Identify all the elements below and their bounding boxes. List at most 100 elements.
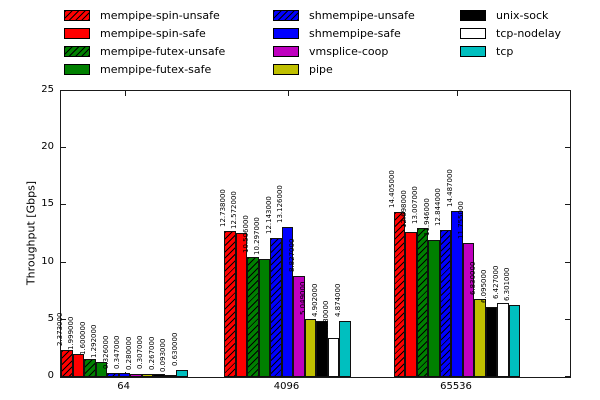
legend-swatch-mempipe-spin-safe bbox=[64, 28, 90, 39]
bar-value-label: 1.292000 bbox=[90, 324, 99, 359]
legend-label-pipe: pipe bbox=[309, 63, 333, 76]
legend-label-mempipe-spin-unsafe: mempipe-spin-unsafe bbox=[100, 9, 220, 22]
bar-mempipe-futex-safe-64 bbox=[95, 362, 108, 377]
bar-value-label: 4.902000 bbox=[310, 283, 319, 317]
y-tick-label: 15 bbox=[41, 198, 54, 210]
bar-tcp-4096 bbox=[339, 321, 351, 377]
bar-value-label: 4.874000 bbox=[333, 283, 342, 318]
bar-value-label: 0.630000 bbox=[170, 332, 179, 366]
bar-value-label: 6.830000 bbox=[468, 261, 477, 295]
bar-unix-sock-64 bbox=[153, 373, 165, 377]
legend-label-tcp: tcp bbox=[496, 45, 514, 58]
bar-value-label: 12.738000 bbox=[218, 189, 227, 228]
y-tick-label: 20 bbox=[41, 141, 54, 153]
bar-value-label: 11.755000 bbox=[457, 200, 465, 239]
y-tick bbox=[61, 261, 66, 263]
bar-pipe-4096 bbox=[304, 319, 317, 377]
bar-value-label: 1.999000 bbox=[67, 316, 76, 351]
bar-vmsplice-coop-64 bbox=[130, 373, 142, 377]
x-tick-label-64: 64 bbox=[117, 381, 130, 392]
bar-unix-sock-4096 bbox=[316, 320, 328, 377]
bar-value-label: 12.844000 bbox=[434, 188, 442, 227]
bar-value-label: 2.373000 bbox=[55, 312, 64, 346]
legend-swatch-vmsplice-coop bbox=[273, 46, 299, 57]
bar-value-label: 6.427000 bbox=[491, 266, 500, 300]
legend-swatch-tcp-nodelay bbox=[460, 28, 486, 39]
legend-swatch-mempipe-futex-unsafe bbox=[64, 46, 90, 57]
bar-value-label: 14.487000 bbox=[445, 169, 454, 208]
legend-swatch-shmempipe-unsafe bbox=[273, 10, 299, 21]
x-tick-label-65536: 65536 bbox=[440, 381, 472, 392]
y-tick bbox=[61, 318, 66, 320]
bar-value-label: 11.946000 bbox=[422, 198, 431, 237]
y-tick bbox=[565, 204, 570, 206]
y-tick bbox=[565, 318, 570, 320]
bar-tcp-nodelay-64 bbox=[164, 375, 177, 377]
bar-mempipe-spin-safe-4096 bbox=[235, 233, 248, 377]
bar-tcp-nodelay-65536 bbox=[497, 303, 509, 377]
bar-value-label: 12.572000 bbox=[230, 191, 238, 230]
legend-swatch-tcp bbox=[460, 46, 486, 57]
legend-swatch-mempipe-spin-unsafe bbox=[64, 10, 90, 21]
legend-label-unix-sock: unix-sock bbox=[496, 9, 549, 22]
bar-value-label: 5.049000 bbox=[299, 281, 307, 316]
x-tick-label-4096: 4096 bbox=[273, 381, 300, 392]
bar-unix-sock-65536 bbox=[485, 307, 498, 377]
bar-value-label: 13.007000 bbox=[411, 186, 419, 225]
bar-value-label: 6.301000 bbox=[503, 267, 511, 301]
legend-swatch-unix-sock bbox=[460, 10, 486, 21]
y-tick bbox=[61, 90, 66, 91]
bar-value-label: 12.143000 bbox=[264, 196, 273, 235]
y-tick-label: 5 bbox=[47, 312, 54, 324]
y-tick bbox=[61, 204, 66, 206]
legend-label-vmsplice-coop: vmsplice-coop bbox=[309, 45, 389, 58]
legend-label-mempipe-spin-safe: mempipe-spin-safe bbox=[100, 27, 206, 40]
bar-mempipe-spin-safe-65536 bbox=[405, 231, 417, 377]
bar-value-label: 0.307000 bbox=[136, 336, 145, 370]
bar-mempipe-spin-unsafe-4096 bbox=[224, 231, 236, 377]
bar-value-label: 0.347000 bbox=[113, 335, 122, 370]
x-tick bbox=[124, 91, 126, 96]
bar-mempipe-futex-unsafe-65536 bbox=[416, 228, 429, 377]
bar-tcp-nodelay-4096 bbox=[327, 338, 340, 377]
y-axis-label: Throughput [Gbps] bbox=[24, 180, 38, 286]
bar-value-label: 0.326000 bbox=[101, 335, 110, 370]
bar-mempipe-futex-unsafe-64 bbox=[84, 358, 96, 377]
bar-value-label: 12.698000 bbox=[399, 189, 408, 228]
bar-value-label: 10.506000 bbox=[241, 214, 250, 253]
bar-value-label: 14.405000 bbox=[388, 170, 396, 209]
bar-shmempipe-safe-65536 bbox=[451, 211, 463, 377]
bar-pipe-65536 bbox=[474, 298, 486, 377]
bar-shmempipe-safe-4096 bbox=[281, 226, 294, 377]
bar-value-label: 6.095000 bbox=[480, 269, 488, 304]
bar-shmempipe-unsafe-4096 bbox=[270, 238, 282, 377]
x-tick bbox=[287, 91, 289, 96]
bar-pipe-64 bbox=[141, 373, 154, 377]
bar-vmsplice-coop-65536 bbox=[462, 242, 475, 377]
bar-mempipe-spin-safe-64 bbox=[72, 354, 85, 377]
y-tick bbox=[565, 376, 570, 377]
bar-value-label: 13.126000 bbox=[276, 184, 284, 223]
y-tick bbox=[61, 147, 66, 149]
bar-tcp-64 bbox=[176, 369, 188, 377]
legend-label-shmempipe-safe: shmempipe-safe bbox=[309, 27, 401, 40]
bar-value-label: 0.280000 bbox=[124, 336, 133, 370]
bar-mempipe-spin-unsafe-65536 bbox=[393, 212, 406, 377]
bar-value-label: 10.297000 bbox=[253, 217, 261, 256]
y-tick-label: 25 bbox=[41, 84, 54, 95]
y-tick bbox=[565, 147, 570, 149]
legend-label-mempipe-futex-unsafe: mempipe-futex-unsafe bbox=[100, 45, 226, 58]
bar-value-label: 3.380000 bbox=[322, 300, 330, 335]
bar-mempipe-spin-unsafe-64 bbox=[61, 349, 73, 377]
legend-label-tcp-nodelay: tcp-nodelay bbox=[496, 27, 562, 40]
bar-shmempipe-unsafe-65536 bbox=[439, 230, 452, 377]
y-tick bbox=[565, 261, 570, 263]
bar-value-label: 8.827000 bbox=[287, 238, 296, 273]
legend-label-mempipe-futex-safe: mempipe-futex-safe bbox=[100, 63, 212, 76]
bar-value-label: 1.600000 bbox=[78, 321, 87, 355]
legend-swatch-shmempipe-safe bbox=[273, 28, 299, 39]
bar-shmempipe-unsafe-64 bbox=[107, 373, 119, 377]
bar-value-label: 0.093000 bbox=[159, 338, 168, 372]
bar-vmsplice-coop-4096 bbox=[293, 276, 305, 377]
